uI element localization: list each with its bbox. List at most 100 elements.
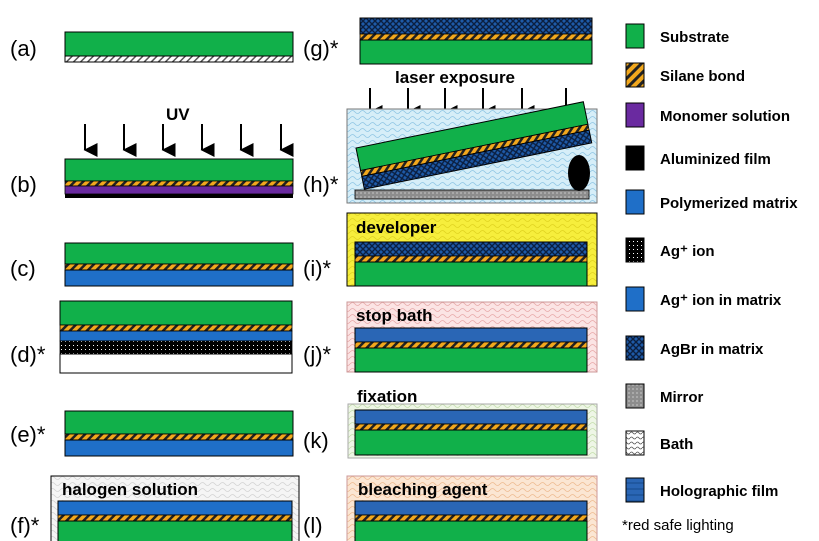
legend-label: Bath bbox=[660, 436, 693, 453]
legend-item-mirror: Mirror bbox=[625, 383, 704, 409]
legend-item-polymerized: Polymerized matrix bbox=[625, 189, 798, 215]
tilted-plate bbox=[355, 101, 593, 190]
laser-exposure-label: laser exposure bbox=[395, 68, 515, 87]
polymerized-layer bbox=[64, 269, 294, 287]
legend-item-silane: Silane bond bbox=[625, 62, 745, 88]
silane-layer bbox=[59, 324, 293, 332]
legend-item-ag-ion: Ag⁺ ion bbox=[625, 237, 715, 263]
step-d-stack bbox=[59, 300, 293, 374]
silane-layer bbox=[64, 263, 294, 271]
step-e-stack bbox=[64, 410, 294, 457]
legend-swatch-silane bbox=[625, 62, 645, 88]
solution-container bbox=[59, 353, 293, 374]
step-a-stack bbox=[64, 31, 294, 63]
legend-swatch-aluminized bbox=[625, 145, 645, 171]
polymerized-layer bbox=[59, 330, 293, 342]
legend-label: Polymerized matrix bbox=[660, 195, 798, 212]
legend-swatch-bath bbox=[625, 430, 645, 456]
developer-label: developer bbox=[356, 218, 437, 237]
step-label-g: (g)* bbox=[303, 36, 339, 61]
substrate-layer bbox=[354, 347, 588, 373]
step-j-bath: stop bath bbox=[346, 301, 598, 373]
holographic-layer bbox=[354, 409, 588, 425]
legend: Substrate Silane bond Monomer solution A… bbox=[622, 23, 798, 534]
legend-item-holographic: Holographic film bbox=[625, 477, 778, 503]
step-g-stack bbox=[359, 17, 593, 65]
legend-item-substrate: Substrate bbox=[625, 23, 729, 49]
substrate-layer bbox=[354, 520, 588, 541]
legend-label: Ag⁺ ion bbox=[660, 243, 715, 260]
legend-label: Monomer solution bbox=[660, 108, 790, 125]
step-label-i: (i)* bbox=[303, 256, 332, 281]
uv-arrows bbox=[83, 124, 294, 157]
step-f-bath: halogen solution bbox=[50, 475, 300, 541]
silane-layer bbox=[57, 514, 293, 522]
step-i-bath: developer bbox=[346, 212, 598, 287]
legend-swatch-ag-ion bbox=[625, 237, 645, 263]
step-k-bath bbox=[347, 403, 598, 459]
step-label-e: (e)* bbox=[10, 422, 46, 447]
step-label-l: (l) bbox=[303, 513, 323, 538]
silane-layer bbox=[64, 180, 294, 187]
agbr-layer bbox=[361, 129, 593, 190]
step-label-c: (c) bbox=[10, 256, 36, 281]
agbr-layer bbox=[359, 17, 593, 35]
legend-item-bath: Bath bbox=[625, 430, 693, 456]
step-label-b: (b) bbox=[10, 172, 37, 197]
legend-swatch-substrate bbox=[625, 23, 645, 49]
legend-item-agbr: AgBr in matrix bbox=[625, 335, 764, 361]
substrate-layer bbox=[59, 300, 293, 326]
step-c-stack bbox=[64, 242, 294, 287]
step-b-stack bbox=[64, 158, 294, 198]
step-label-j: (j)* bbox=[303, 342, 332, 367]
holographic-layer bbox=[354, 327, 588, 343]
substrate-layer bbox=[64, 410, 294, 435]
stop-bath-label: stop bath bbox=[356, 306, 433, 325]
step-label-h: (h)* bbox=[303, 172, 339, 197]
hatched-underlayer bbox=[64, 55, 294, 63]
silane-layer bbox=[354, 423, 588, 431]
legend-label: Substrate bbox=[660, 29, 729, 46]
step-label-a: (a) bbox=[10, 36, 37, 61]
bleaching-agent-label: bleaching agent bbox=[358, 480, 488, 499]
holographic-layer bbox=[354, 500, 588, 516]
safe-lighting-note: *red safe lighting bbox=[622, 517, 734, 534]
prism-spacer bbox=[568, 155, 590, 191]
legend-label: Aluminized film bbox=[660, 151, 771, 168]
legend-item-aluminized: Aluminized film bbox=[625, 145, 771, 171]
ag-in-matrix-layer bbox=[57, 500, 293, 516]
legend-item-ag-in-matrix: Ag⁺ ion in matrix bbox=[625, 286, 782, 312]
step-h-bath bbox=[346, 101, 598, 204]
substrate-layer bbox=[64, 242, 294, 265]
silane-layer bbox=[354, 255, 588, 263]
legend-label: Mirror bbox=[660, 389, 704, 406]
mirror bbox=[354, 189, 590, 200]
silane-layer bbox=[64, 433, 294, 441]
substrate-layer bbox=[57, 520, 293, 541]
step-l-bath: bleaching agent bbox=[346, 475, 598, 541]
ag-in-matrix-layer bbox=[64, 439, 294, 457]
step-label-f: (f)* bbox=[10, 513, 40, 538]
legend-label: AgBr in matrix bbox=[660, 341, 764, 358]
substrate-layer bbox=[354, 261, 588, 287]
legend-label: Ag⁺ ion in matrix bbox=[660, 292, 782, 309]
substrate-layer bbox=[64, 158, 294, 182]
fixation-label: fixation bbox=[357, 387, 417, 406]
legend-swatch-mirror bbox=[625, 383, 645, 409]
halogen-solution-label: halogen solution bbox=[62, 480, 198, 499]
legend-swatch-agbr bbox=[625, 335, 645, 361]
legend-item-monomer: Monomer solution bbox=[625, 102, 790, 128]
silane-layer bbox=[354, 514, 588, 522]
silane-layer bbox=[359, 33, 593, 41]
substrate-layer bbox=[359, 39, 593, 65]
silane-layer bbox=[354, 341, 588, 349]
laser-arrows bbox=[368, 88, 579, 119]
legend-swatch-ag-in-matrix bbox=[625, 286, 645, 312]
legend-swatch-monomer bbox=[625, 102, 645, 128]
substrate-layer bbox=[354, 429, 588, 456]
uv-label: UV bbox=[166, 105, 190, 124]
step-label-d: (d)* bbox=[10, 342, 46, 367]
legend-swatch-holographic bbox=[625, 477, 645, 503]
agbr-layer bbox=[354, 241, 588, 257]
